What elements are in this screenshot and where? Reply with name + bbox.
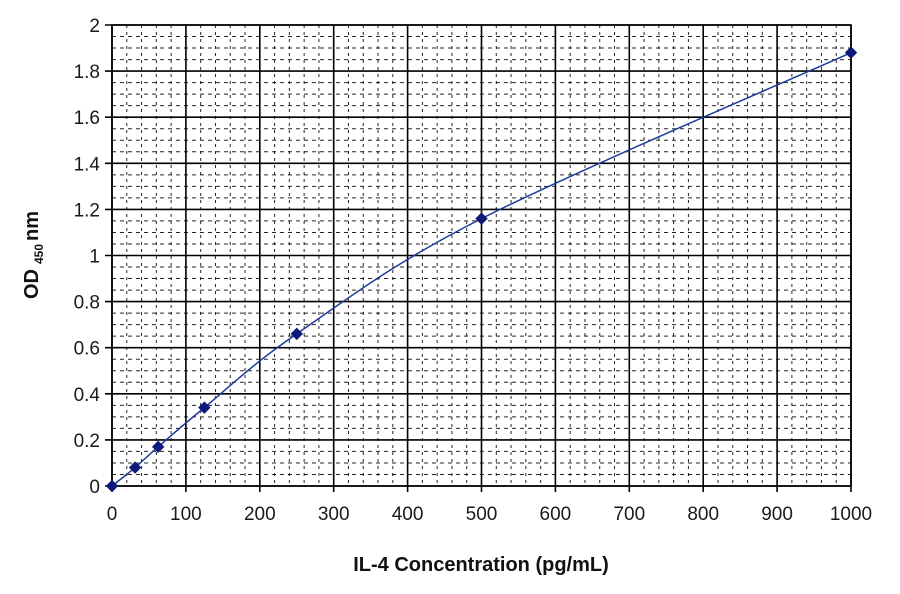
y-tick-label: 0.6: [74, 339, 100, 360]
data-point-diamond: [105, 479, 119, 493]
plot-area-border: [111, 24, 852, 487]
data-points: [105, 46, 858, 493]
y-tick-label: 1.4: [74, 154, 101, 175]
y-axis-ticks: 0 0.2 0.4 0.6 0.8 1 1.2 1.4 1.6 1.8 2: [74, 16, 101, 498]
data-point-diamond: [844, 46, 858, 59]
axes: [111, 24, 852, 487]
y-axis-title-suffix: nm: [21, 211, 43, 241]
x-tick-label: 100: [170, 504, 202, 525]
x-tick-label: 0: [107, 504, 118, 525]
data-point-diamond: [198, 401, 211, 414]
x-tick-label: 300: [318, 504, 350, 525]
x-axis-title: IL-4 Concentration (pg/mL): [353, 554, 609, 576]
y-tick-label: 0.8: [74, 293, 100, 314]
x-tick-label: 400: [392, 504, 424, 525]
x-tick-label: 600: [540, 504, 572, 525]
x-tick-label: 800: [687, 504, 719, 525]
standard-curve-line: [111, 51, 852, 487]
x-tick-label: 200: [244, 504, 276, 525]
y-tick-label: 1: [89, 247, 100, 268]
y-tick-label: 0.4: [74, 385, 101, 406]
y-tick-label: 1.6: [74, 108, 100, 129]
x-tick-label: 700: [613, 504, 645, 525]
x-tick-label: 500: [466, 504, 498, 525]
data-point-diamond: [290, 327, 303, 341]
svg-text:OD450nm: OD 450 nm: [21, 211, 46, 299]
x-tick-label: 900: [761, 504, 793, 525]
major-gridlines: [105, 24, 852, 492]
y-tick-label: 1.2: [74, 200, 100, 221]
data-point-diamond: [475, 212, 488, 225]
data-point-diamond: [151, 440, 165, 454]
y-tick-label: 1.8: [74, 62, 100, 83]
y-tick-label: 0: [89, 477, 100, 498]
data-point-diamond: [128, 461, 142, 474]
y-axis-title-main: OD: [21, 269, 43, 299]
x-tick-label: 1000: [830, 504, 872, 525]
y-tick-label: 2: [89, 16, 100, 37]
y-tick-label: 0.2: [74, 431, 100, 452]
y-axis-title: OD 450 nm: [21, 211, 46, 299]
y-axis-title-subscript: 450: [32, 244, 46, 264]
x-axis-ticks: 0 100 200 300 400 500 600 700 800 900 1000: [107, 504, 872, 525]
